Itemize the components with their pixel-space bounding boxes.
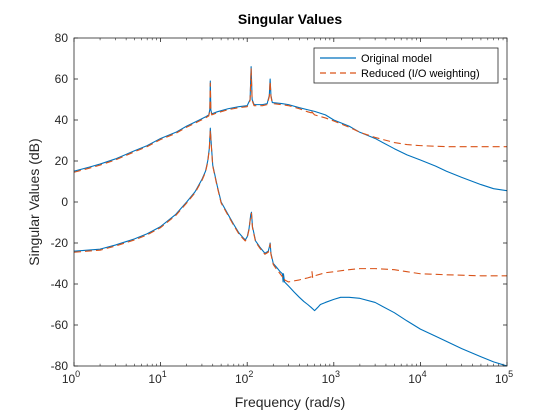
y-tick-label-6: 40	[55, 113, 69, 127]
y-axis: -80 -60 -40 -20 0 20 40 60 80	[51, 31, 507, 373]
legend-label-original: Original model	[361, 53, 432, 65]
series-line-0-0	[74, 66, 507, 192]
x-tick-label-4: 104	[408, 369, 426, 386]
x-axis-label: Frequency (rad/s)	[235, 394, 345, 410]
legend-box	[313, 47, 499, 84]
legend-label-reduced: Reduced (I/O weighting)	[361, 68, 480, 80]
y-axis-label: Singular Values (dB)	[26, 138, 42, 265]
x-tick-label-5: 105	[495, 369, 513, 386]
y-tick-label-5: 20	[55, 154, 69, 168]
x-tick-label-1: 101	[148, 369, 166, 386]
y-tick-label-2: -40	[51, 277, 69, 291]
y-tick-label-7: 60	[55, 72, 69, 86]
series-line-1-1	[74, 129, 507, 283]
series-line-1-0	[74, 68, 507, 173]
y-tick-label-3: -20	[51, 236, 69, 250]
y-tick-label-1: -60	[51, 318, 69, 332]
y-tick-label-4: 0	[61, 195, 68, 209]
y-tick-label-8: 80	[55, 31, 69, 45]
plot-area	[74, 38, 507, 366]
x-tick-label-2: 102	[235, 369, 253, 386]
legend: Original model Reduced (I/O weighting)	[313, 47, 499, 84]
y-tick-label-0: -80	[51, 359, 69, 373]
x-tick-label-3: 103	[322, 369, 340, 386]
series-layer	[74, 66, 507, 366]
chart-title: Singular Values	[238, 11, 342, 27]
